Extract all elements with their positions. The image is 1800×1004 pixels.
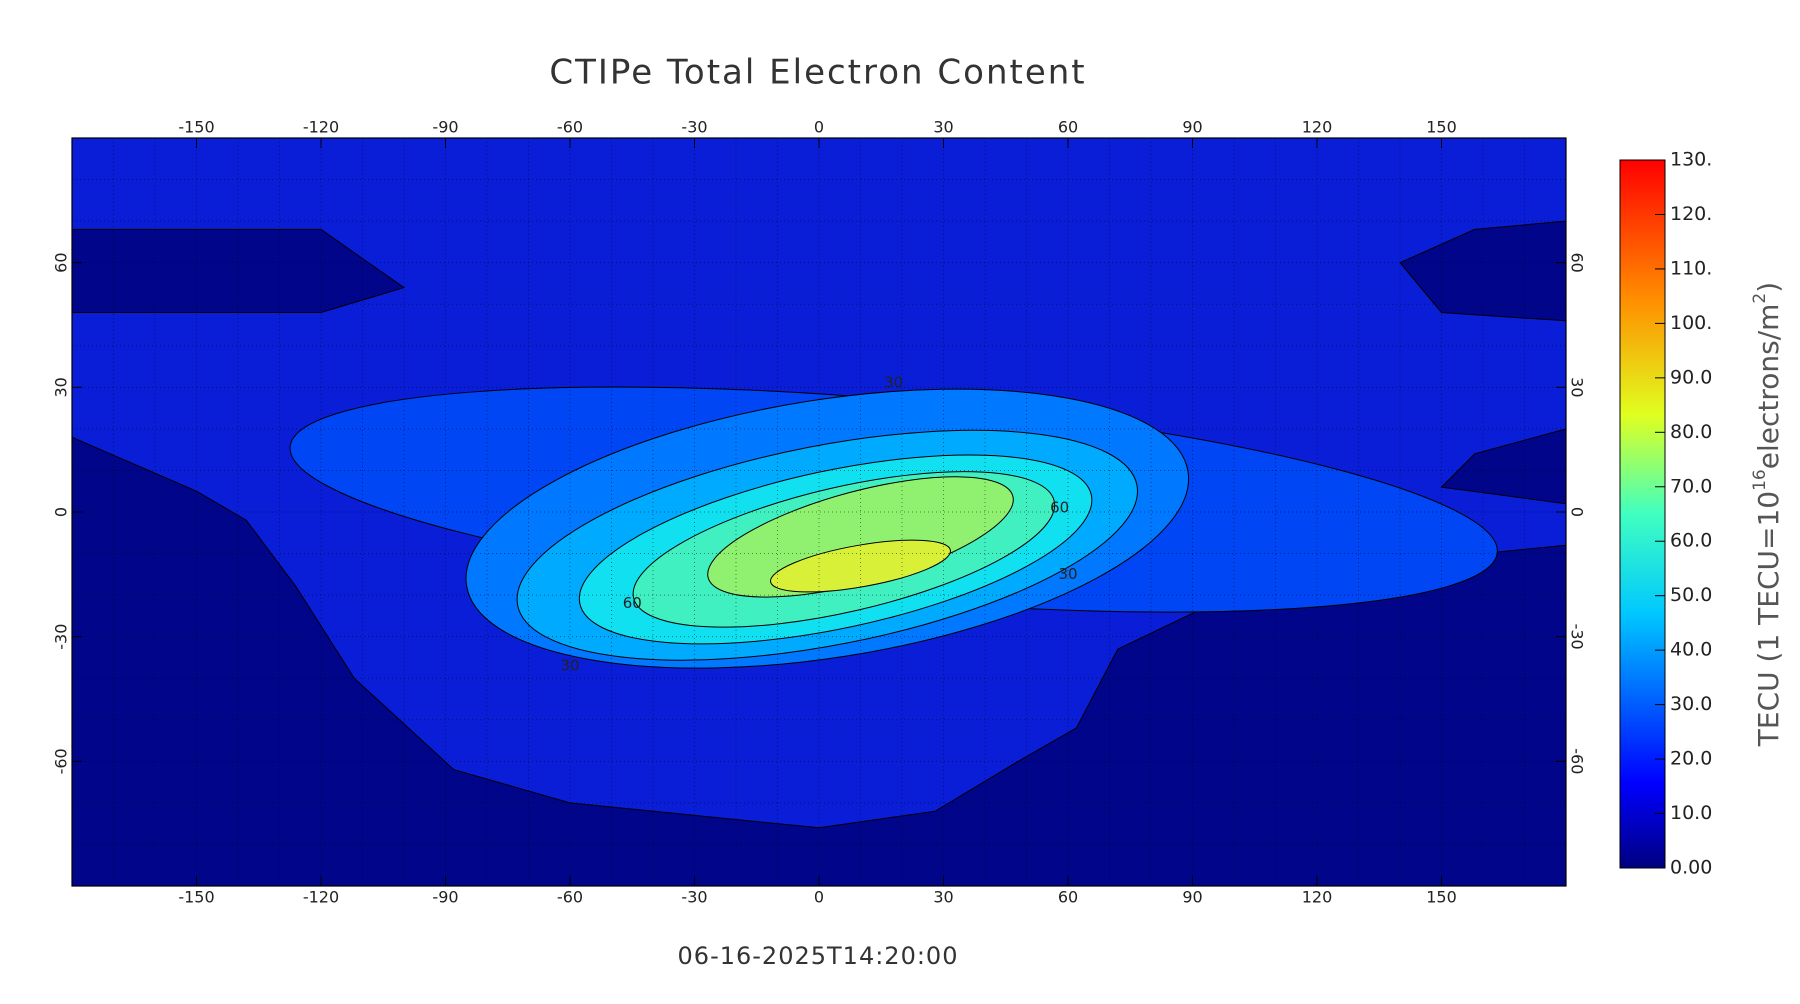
contour-label: 30 bbox=[1058, 565, 1077, 583]
x-tick-label: 60 bbox=[1058, 888, 1078, 907]
label-part: ) bbox=[1752, 282, 1785, 293]
map-area: 30 60 60 30 30 bbox=[72, 138, 1566, 886]
colorbar-tick-label: 90.0 bbox=[1670, 366, 1712, 388]
colorbar-tick-label: 50.0 bbox=[1670, 584, 1712, 606]
colorbar-tick-label: 130. bbox=[1670, 149, 1712, 171]
contour-label: 60 bbox=[623, 594, 642, 612]
x-tick-label: 150 bbox=[1426, 888, 1457, 907]
y-tick-label: 60 bbox=[52, 252, 71, 272]
x-tick-label: -30 bbox=[681, 118, 707, 137]
x-tick-label: 30 bbox=[933, 118, 953, 137]
contour-label: 60 bbox=[1050, 498, 1069, 516]
x-tick-label: 150 bbox=[1426, 118, 1457, 137]
x-tick-label: 120 bbox=[1302, 118, 1333, 137]
x-tick-label: -60 bbox=[557, 888, 583, 907]
colorbar-tick-label: 80.0 bbox=[1670, 421, 1712, 443]
x-tick-label: 90 bbox=[1182, 888, 1202, 907]
x-tick-label: -30 bbox=[681, 888, 707, 907]
x-tick-label: -150 bbox=[178, 888, 214, 907]
timestamp: 06-16-2025T14:20:00 bbox=[678, 942, 959, 970]
y-tick-label: 0 bbox=[52, 507, 71, 517]
superscript: 16 bbox=[1750, 469, 1770, 491]
colorbar-tick-label: 30.0 bbox=[1670, 693, 1712, 715]
colorbar-label: TECU (1 TECU=1016electrons/m2) bbox=[1750, 282, 1785, 747]
y-tick-label: 60 bbox=[1568, 252, 1587, 272]
y-tick-label: -60 bbox=[52, 748, 71, 774]
colorbar-tick-label: 10.0 bbox=[1670, 802, 1712, 824]
x-tick-label: -90 bbox=[432, 118, 458, 137]
superscript: 2 bbox=[1750, 293, 1770, 304]
colorbar-tick-label: 100. bbox=[1670, 312, 1712, 334]
contour-region bbox=[770, 539, 951, 593]
x-tick-label: 60 bbox=[1058, 118, 1078, 137]
chart-title: CTIPe Total Electron Content bbox=[549, 53, 1086, 93]
y-tick-label: 30 bbox=[1568, 377, 1587, 397]
x-tick-label: 30 bbox=[933, 888, 953, 907]
x-tick-label: -60 bbox=[557, 118, 583, 137]
x-tick-label: -120 bbox=[303, 118, 339, 137]
contour-label: 30 bbox=[560, 656, 579, 674]
map-overlay: -150-150-120-120-90-90-60-60-30-30003030… bbox=[52, 118, 1587, 907]
y-tick-label: -30 bbox=[1568, 624, 1587, 650]
colorbar-tick-label: 70.0 bbox=[1670, 475, 1712, 497]
y-tick-label: 30 bbox=[52, 377, 71, 397]
x-tick-label: 120 bbox=[1302, 888, 1333, 907]
x-tick-label: -120 bbox=[303, 888, 339, 907]
colorbar-tick-label: 120. bbox=[1670, 203, 1712, 225]
x-tick-label: 90 bbox=[1182, 118, 1202, 137]
colorbar bbox=[1619, 159, 1666, 869]
x-tick-label: -90 bbox=[432, 888, 458, 907]
x-tick-label: -150 bbox=[178, 118, 214, 137]
label-part: TECU (1 TECU=10 bbox=[1752, 491, 1785, 747]
x-tick-label: 0 bbox=[814, 888, 824, 907]
y-tick-label: -30 bbox=[52, 624, 71, 650]
colorbar-tick-label: 40.0 bbox=[1670, 639, 1712, 661]
colorbar-tick-label: 0.00 bbox=[1670, 857, 1712, 879]
colorbar-tick-label: 110. bbox=[1670, 257, 1712, 279]
y-tick-label: -60 bbox=[1568, 748, 1587, 774]
contour-label: 30 bbox=[884, 374, 903, 392]
label-part: electrons/m bbox=[1752, 304, 1785, 470]
colorbar-tick-label: 60.0 bbox=[1670, 530, 1712, 552]
y-tick-label: 0 bbox=[1568, 507, 1587, 517]
x-tick-label: 0 bbox=[814, 118, 824, 137]
colorbar-tick-label: 20.0 bbox=[1670, 748, 1712, 770]
